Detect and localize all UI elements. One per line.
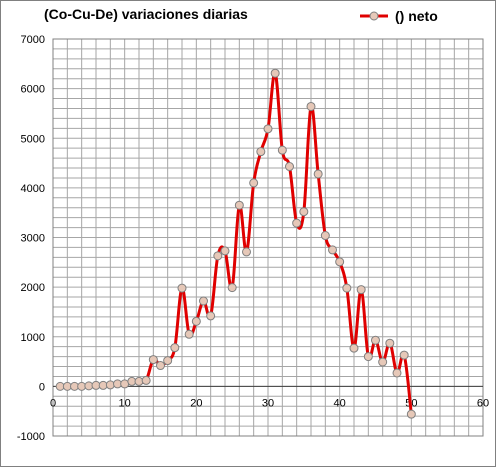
data-point [227,283,237,293]
data-point [385,338,395,348]
data-point [392,368,402,378]
data-point [148,355,158,365]
data-point [191,316,201,326]
data-point [141,375,151,385]
data-point [349,343,359,353]
data-point [206,311,216,321]
x-tick-label: 10 [119,397,131,409]
data-point [270,68,280,78]
data-point [328,245,337,255]
data-point [378,357,388,367]
data-point [406,409,416,419]
data-point [335,257,345,267]
plot-area-border [52,38,484,437]
y-tick-label: 6000 [21,84,45,96]
x-tick-label: 40 [334,397,346,409]
legend-marker [369,11,379,21]
data-point [277,145,287,155]
data-point [163,356,173,366]
data-point [156,361,165,371]
data-point [256,147,266,157]
data-point [285,162,294,172]
legend: () neto [360,8,438,24]
legend-label: () neto [395,8,438,24]
y-tick-label: -1000 [17,431,45,443]
data-point [342,283,352,293]
data-point [199,296,208,306]
data-point [242,247,251,257]
data-point [292,218,302,228]
x-tick-label: 20 [190,397,202,409]
series-line [58,71,413,416]
data-point [371,335,380,345]
x-tick-label: 0 [50,397,56,409]
data-point [184,329,194,339]
series-layer [55,68,416,419]
data-point [249,178,259,188]
data-point [220,246,230,256]
y-tick-label: 1000 [21,332,45,344]
y-tick-label: 3000 [21,233,45,245]
data-point [399,350,409,360]
y-tick-label: 0 [39,381,45,393]
data-point [320,231,330,241]
y-tick-label: 7000 [21,34,45,46]
data-point [299,207,309,217]
data-point [363,352,373,362]
data-point [313,169,323,179]
data-point [234,200,244,210]
y-tick-label: 4000 [21,183,45,195]
data-point [177,283,187,293]
gridlines [52,38,484,437]
y-tick-label: 2000 [21,282,45,294]
data-point [170,343,180,353]
data-point [356,285,366,295]
data-point [263,124,273,134]
chart-title: (Co-Cu-De) variaciones diarias [44,6,248,22]
tick-labels: -1000 0 1000 2000 3000 4000 5000 6000 7000 0 10 20 3… [17,34,489,443]
x-tick-label: 30 [262,397,274,409]
data-point [306,101,316,111]
data-point [213,251,223,261]
y-tick-label: 5000 [21,133,45,145]
x-tick-label: 60 [477,397,489,409]
